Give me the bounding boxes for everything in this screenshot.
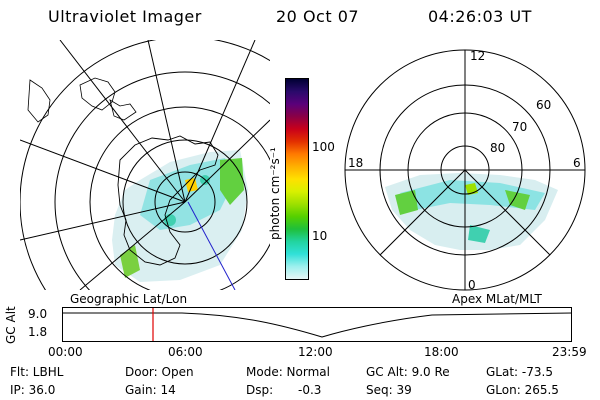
app-title: Ultraviolet Imager [48,7,202,26]
status-glon: GLon: 265.5 [486,383,559,397]
timeline-xtick-1800: 18:00 [424,345,459,359]
timeline-axis-label: GC Alt [4,306,18,344]
status-filter: Flt: LBHL [10,365,64,379]
status-ip: IP: 36.0 [10,383,56,397]
mlt-label-12: 12 [470,49,485,63]
aurora-data-right [385,173,558,250]
date-label: 20 Oct 07 [276,7,360,26]
timeline-xtick-0600: 06:00 [168,345,203,359]
timeline-ytick-9: 9.0 [28,307,48,321]
colorbar-tick-10: 10 [312,229,328,243]
mlat-label-60: 60 [536,98,551,112]
mlt-label-6: 6 [573,156,581,170]
mlt-label-0: 0 [468,278,476,292]
mlat-label-70: 70 [512,120,527,134]
status-gain: Gain: 14 [125,383,176,397]
right-map-label: Apex MLat/MLT [452,292,542,306]
timeline-ytick-1: 1.8 [28,325,48,339]
geographic-map [20,40,270,290]
time-label: 04:26:03 UT [428,7,532,26]
status-seq: Seq: 39 [366,383,412,397]
timeline-xtick-0000: 00:00 [48,345,83,359]
status-gc-alt: GC Alt: 9.0 Re [366,365,450,379]
status-dsp-value: -0.3 [298,383,322,397]
timeline-xtick-2359: 23:59 [552,345,587,359]
colorbar-unit-label: photon cm⁻²s⁻¹ [268,147,282,240]
timeline-xtick-1200: 12:00 [298,345,333,359]
timeline-plot [62,307,572,342]
status-dsp-label: Dsp: [246,383,274,397]
mlt-label-18: 18 [348,156,363,170]
left-map-label: Geographic Lat/Lon [70,292,188,306]
status-glat: GLat: -73.5 [486,365,553,379]
magnetic-polar-plot: 12 18 6 0 60 70 80 [344,49,586,292]
colorbar [285,78,309,280]
colorbar-tick-100: 100 [312,140,335,154]
mlat-label-80: 80 [490,141,505,155]
status-mode: Mode: Normal [246,365,330,379]
status-door: Door: Open [125,365,194,379]
